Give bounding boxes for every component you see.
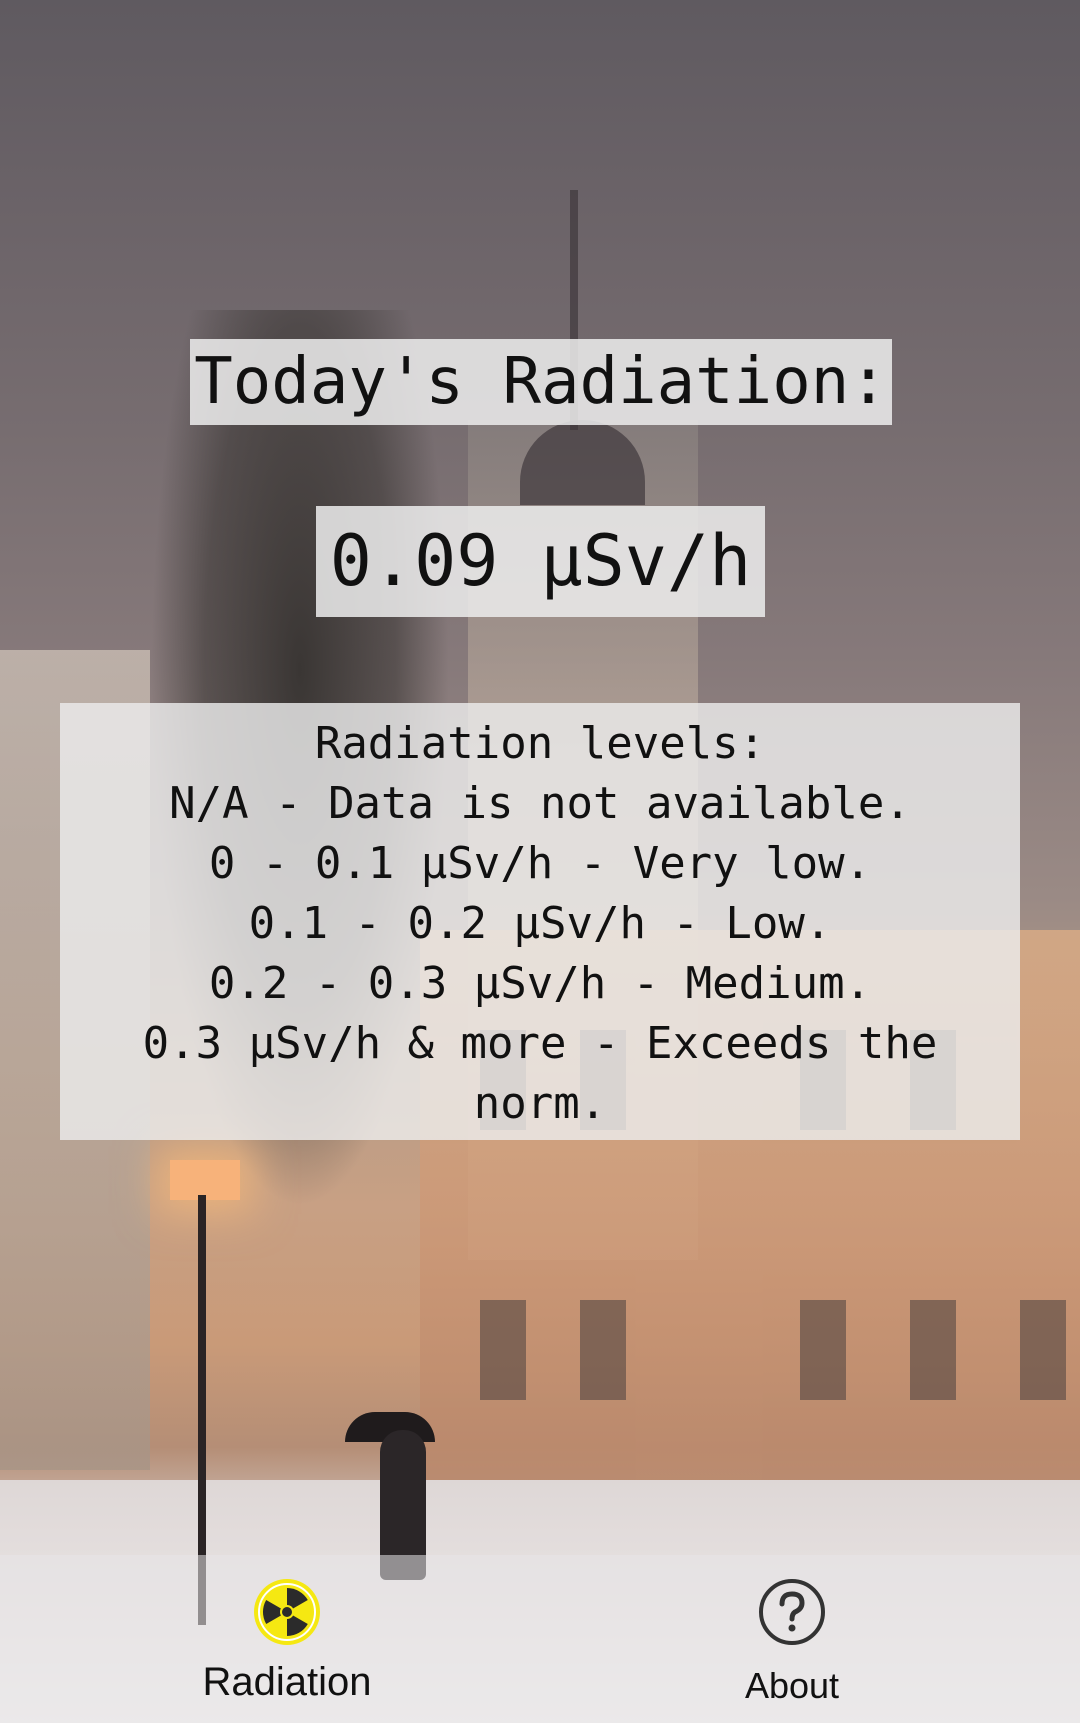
background-pole — [198, 1195, 206, 1625]
radiation-levels-panel: Radiation levels: N/A - Data is not avai… — [60, 703, 1020, 1140]
radiation-value: 0.09 µSv/h — [316, 506, 765, 617]
nav-label-radiation: Radiation — [202, 1660, 372, 1704]
level-line: 0.2 - 0.3 µSv/h - Medium. — [208, 958, 872, 1009]
background-street-light — [170, 1160, 240, 1200]
building-window — [800, 1300, 846, 1400]
help-circle-icon — [759, 1579, 825, 1645]
level-line: 0.3 µSv/h & more - Exceeds the — [142, 1018, 938, 1069]
level-line: 0.1 - 0.2 µSv/h - Low. — [248, 898, 832, 949]
nav-label-about: About — [744, 1665, 840, 1706]
building-window — [1020, 1300, 1066, 1400]
bottom-navigation: Radiation About — [0, 1555, 1080, 1723]
level-line: norm. — [473, 1078, 607, 1129]
nav-item-radiation[interactable]: Radiation — [157, 1555, 417, 1723]
nav-item-about[interactable]: About — [662, 1555, 922, 1723]
building-window — [480, 1300, 526, 1400]
radiation-icon — [254, 1579, 320, 1645]
level-line: 0 - 0.1 µSv/h - Very low. — [208, 838, 872, 889]
level-line: N/A - Data is not available. — [169, 778, 911, 829]
levels-heading: Radiation levels: — [314, 718, 766, 769]
background-tower-spire — [570, 190, 578, 430]
page-title: Today's Radiation: — [190, 339, 892, 425]
building-window — [580, 1300, 626, 1400]
building-window — [910, 1300, 956, 1400]
